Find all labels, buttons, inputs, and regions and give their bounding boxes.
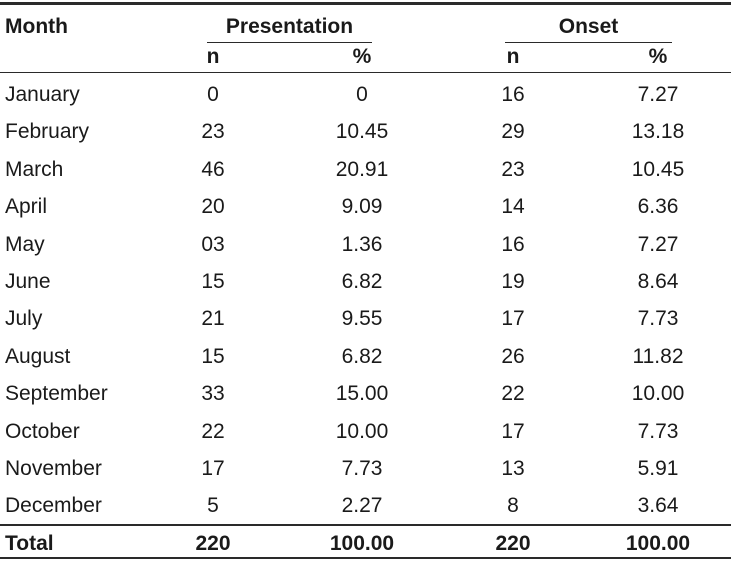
- month-cell: February: [5, 120, 90, 143]
- presentation-pct-cell: 20.91: [335, 158, 389, 181]
- onset-n-cell: 23: [501, 158, 525, 181]
- onset-pct-cell: 7.73: [637, 307, 679, 330]
- month-cell: September: [5, 382, 108, 405]
- presentation-n-cell: 22: [201, 420, 225, 443]
- presentation-n-cell: 20: [201, 195, 225, 218]
- onset-pct-cell: 5.91: [637, 457, 679, 480]
- presentation-pct-cell: 15.00: [335, 382, 389, 405]
- month-cell: July: [5, 307, 43, 330]
- onset-n-cell: 17: [501, 307, 525, 330]
- month-cell: June: [5, 270, 51, 293]
- month-column-header: Month: [5, 15, 68, 38]
- total-onset-n: 220: [495, 532, 531, 555]
- total-presentation-n: 220: [195, 532, 231, 555]
- presentation-pct-cell: 9.55: [341, 307, 383, 330]
- onset-pct-cell: 10.45: [631, 158, 685, 181]
- presentation-n-cell: 17: [201, 457, 225, 480]
- header-rule: [0, 72, 731, 73]
- month-cell: March: [5, 158, 64, 181]
- onset-pct-cell: 10.00: [631, 382, 685, 405]
- total-label: Total: [5, 532, 54, 555]
- month-cell: April: [5, 195, 48, 218]
- presentation-group-header: Presentation: [225, 15, 354, 38]
- onset-n-cell: 14: [501, 195, 525, 218]
- presentation-pct-cell: 10.45: [335, 120, 389, 143]
- onset-pct-cell: 8.64: [637, 270, 679, 293]
- presentation-n-cell: 0: [207, 83, 219, 106]
- month-cell: November: [5, 457, 102, 480]
- table-top-rule: [0, 2, 731, 5]
- onset-n-cell: 22: [501, 382, 525, 405]
- presentation-pct-cell: 10.00: [335, 420, 389, 443]
- presentation-pct-cell: 9.09: [341, 195, 383, 218]
- total-onset-pct: 100.00: [625, 532, 691, 555]
- onset-n-header: n: [506, 45, 520, 68]
- presentation-n-header: n: [206, 45, 220, 68]
- onset-pct-cell: 13.18: [631, 120, 685, 143]
- presentation-group-underline: [207, 42, 372, 43]
- onset-pct-cell: 6.36: [637, 195, 679, 218]
- month-cell: October: [5, 420, 80, 443]
- onset-n-cell: 16: [501, 233, 525, 256]
- presentation-n-cell: 15: [201, 345, 225, 368]
- total-top-rule: [0, 524, 731, 526]
- month-cell: August: [5, 345, 71, 368]
- presentation-n-cell: 5: [207, 494, 219, 517]
- onset-pct-cell: 7.73: [637, 420, 679, 443]
- total-presentation-pct: 100.00: [329, 532, 395, 555]
- table-bottom-rule: [0, 557, 731, 559]
- presentation-pct-cell: 6.82: [341, 270, 383, 293]
- presentation-pct-cell: 7.73: [341, 457, 383, 480]
- onset-group-header: Onset: [558, 15, 619, 38]
- month-cell: January: [5, 83, 80, 106]
- onset-pct-cell: 11.82: [632, 345, 684, 368]
- presentation-pct-cell: 6.82: [341, 345, 383, 368]
- month-cell: May: [5, 233, 45, 256]
- presentation-n-cell: 15: [201, 270, 225, 293]
- onset-pct-header: %: [648, 45, 668, 68]
- onset-pct-cell: 3.64: [637, 494, 679, 517]
- onset-n-cell: 26: [501, 345, 525, 368]
- onset-n-cell: 17: [501, 420, 525, 443]
- presentation-n-cell: 46: [201, 158, 225, 181]
- presentation-n-cell: 23: [201, 120, 225, 143]
- onset-pct-cell: 7.27: [637, 83, 679, 106]
- onset-n-cell: 13: [501, 457, 525, 480]
- onset-n-cell: 19: [501, 270, 525, 293]
- onset-n-cell: 16: [501, 83, 525, 106]
- month-cell: December: [5, 494, 102, 517]
- onset-n-cell: 8: [507, 494, 519, 517]
- presentation-n-cell: 03: [201, 233, 225, 256]
- onset-n-cell: 29: [501, 120, 525, 143]
- onset-group-underline: [505, 42, 672, 43]
- presentation-pct-header: %: [352, 45, 372, 68]
- presentation-pct-cell: 0: [356, 83, 368, 106]
- onset-pct-cell: 7.27: [637, 233, 679, 256]
- presentation-n-cell: 21: [201, 307, 225, 330]
- presentation-n-cell: 33: [201, 382, 225, 405]
- presentation-pct-cell: 1.36: [341, 233, 383, 256]
- presentation-pct-cell: 2.27: [341, 494, 383, 517]
